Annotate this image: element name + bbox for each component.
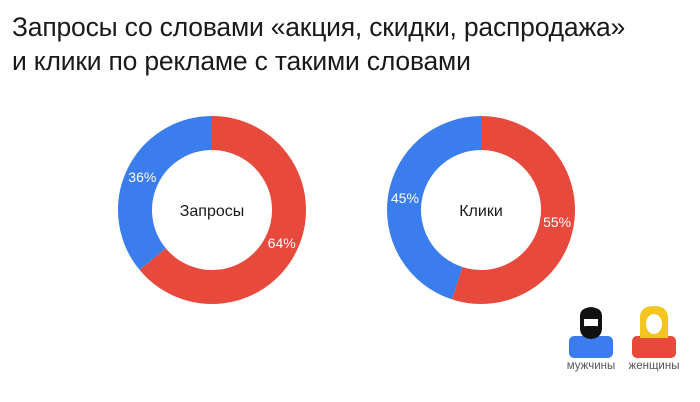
man-icon-face bbox=[584, 319, 598, 327]
legend-label-men: мужчины bbox=[566, 360, 616, 372]
donut-chart-1: 64% 36% Запросы bbox=[118, 116, 306, 304]
data-label-women: 64% bbox=[268, 235, 296, 251]
woman-icon bbox=[632, 306, 676, 358]
woman-icon-body bbox=[632, 336, 676, 358]
donut-center-label: Запросы bbox=[180, 203, 245, 220]
donut-chart-2: 55% 45% Клики bbox=[387, 116, 575, 304]
chart-title-line-1: Запросы со словами «акция, скидки, распр… bbox=[12, 12, 626, 42]
man-icon bbox=[569, 307, 613, 358]
data-label-men: 36% bbox=[128, 169, 156, 185]
donut-slice-women bbox=[139, 116, 306, 304]
woman-icon-face bbox=[646, 314, 662, 334]
donut-center-label: Клики bbox=[459, 203, 503, 220]
data-label-men: 45% bbox=[391, 190, 419, 206]
donut-slice-men bbox=[118, 116, 213, 270]
legend-label-women: женщины bbox=[628, 360, 680, 372]
data-label-women: 55% bbox=[543, 214, 571, 230]
legend-item-women: женщины bbox=[623, 302, 685, 372]
donut-slice-women bbox=[451, 116, 575, 304]
chart-title: Запросы со словами «акция, скидки, распр… bbox=[12, 10, 692, 78]
legend-item-men: мужчины bbox=[560, 302, 622, 372]
donut-slice-men bbox=[387, 116, 482, 300]
chart-title-line-2: и клики по рекламе с такими словами bbox=[12, 46, 471, 76]
man-icon-body bbox=[569, 336, 613, 358]
